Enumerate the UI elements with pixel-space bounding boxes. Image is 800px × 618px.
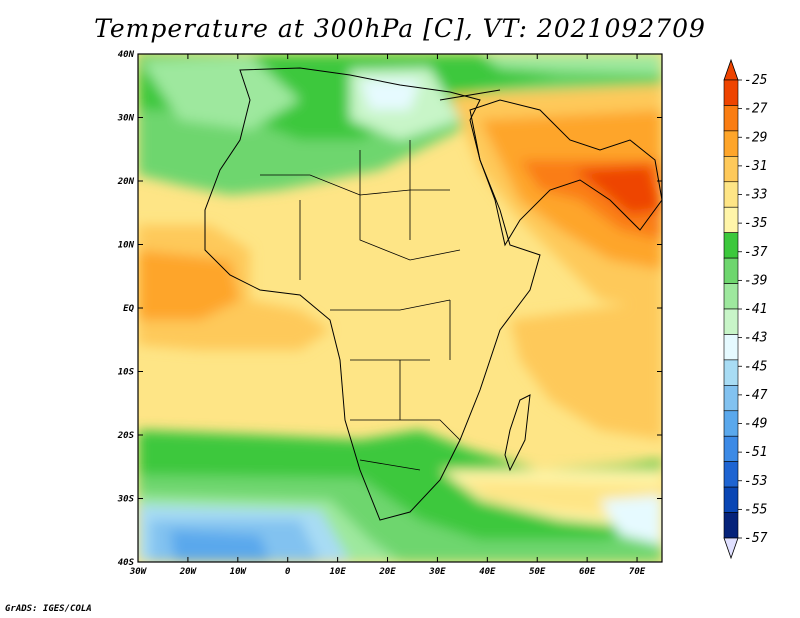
lat-tick-label: 20S	[117, 431, 135, 441]
colorbar-swatch	[723, 206, 739, 233]
colorbar-swatch	[723, 512, 739, 539]
lat-tick-label: EQ	[123, 304, 134, 314]
lon-tick-label: 30E	[428, 567, 446, 577]
colorbar-swatch	[723, 257, 739, 284]
lon-tick-label: 0	[285, 567, 291, 577]
colorbar-label: -37	[744, 245, 768, 260]
colorbar-label: -43	[744, 331, 767, 346]
latitude-ticks: 40N 30N 20N 10N EQ 10S 20S 30S 40S	[117, 50, 662, 568]
lon-tick-label: 10W	[230, 567, 248, 577]
lon-tick-label: 70E	[629, 567, 646, 577]
colorbar-swatch	[723, 156, 739, 183]
colorbar-swatch	[723, 385, 739, 412]
lat-tick-label: 40N	[118, 50, 135, 60]
colorbar-swatch	[723, 486, 739, 513]
colorbar-swatch	[723, 359, 739, 386]
colorbar-top-arrow	[723, 58, 739, 81]
colorbar-swatch	[723, 461, 739, 488]
lon-tick-label: 40E	[479, 567, 496, 577]
colorbar-label: -53	[744, 474, 767, 489]
colorbar-label: -33	[744, 188, 767, 203]
colorbar-label: -57	[744, 531, 768, 546]
lat-tick-label: 30S	[117, 495, 135, 505]
colorbar-label: -41	[744, 302, 767, 317]
colorbar-label: -29	[744, 130, 767, 145]
colorbar-swatch	[723, 105, 739, 132]
colorbar-label: -31	[744, 159, 767, 174]
colorbar-label: -25	[744, 73, 768, 88]
lat-tick-label: 10N	[118, 241, 135, 251]
lon-tick-label: 50E	[529, 567, 546, 577]
map-title: Temperature at 300hPa [C], VT: 202109270…	[94, 14, 706, 43]
longitude-ticks: 30W 20W 10W 0 10E 20E 30E 40E 50E 60E 70E	[129, 54, 646, 577]
colorbar-swatch	[723, 181, 739, 208]
colorbar-label: -45	[744, 359, 768, 374]
colorbar-swatch	[723, 79, 739, 106]
coastlines	[204, 67, 662, 521]
colorbar-swatch	[723, 410, 739, 437]
colorbar-label: -27	[744, 102, 768, 117]
colorbar-label: -35	[744, 216, 768, 231]
colorbar-swatch	[723, 283, 739, 310]
colorbar-swatch	[723, 308, 739, 335]
lon-tick-label: 20W	[179, 567, 198, 577]
colorbar-label: -55	[744, 502, 768, 517]
colorbar-bottom-arrow	[723, 537, 739, 560]
grads-credit: GrADS: IGES/COLA	[5, 604, 92, 614]
lat-tick-label: 20N	[117, 177, 135, 187]
temperature-field	[138, 54, 662, 562]
lat-tick-label: 40S	[118, 558, 135, 568]
lon-tick-label: 60E	[579, 567, 596, 577]
lat-tick-label: 10S	[118, 368, 135, 378]
lon-tick-label: 10E	[329, 567, 346, 577]
lat-tick-label: 30N	[117, 114, 135, 124]
lon-tick-label: 30W	[129, 567, 148, 577]
colorbar-label: -47	[744, 388, 768, 403]
lon-tick-label: 20E	[378, 567, 396, 577]
colorbar-label: -49	[744, 417, 767, 432]
colorbar-label: -39	[744, 273, 767, 288]
colorbar-swatch	[723, 334, 739, 361]
colorbar-swatch	[723, 232, 739, 259]
country-borders	[260, 140, 461, 471]
colorbar-swatch	[723, 435, 739, 462]
colorbar-label: -51	[744, 445, 767, 460]
colorbar-swatch	[723, 130, 739, 157]
colorbar: -25 -27 -29 -31 -33 -35 -37 -39 -41 -43 -45 -47 -49 -…	[723, 58, 768, 560]
